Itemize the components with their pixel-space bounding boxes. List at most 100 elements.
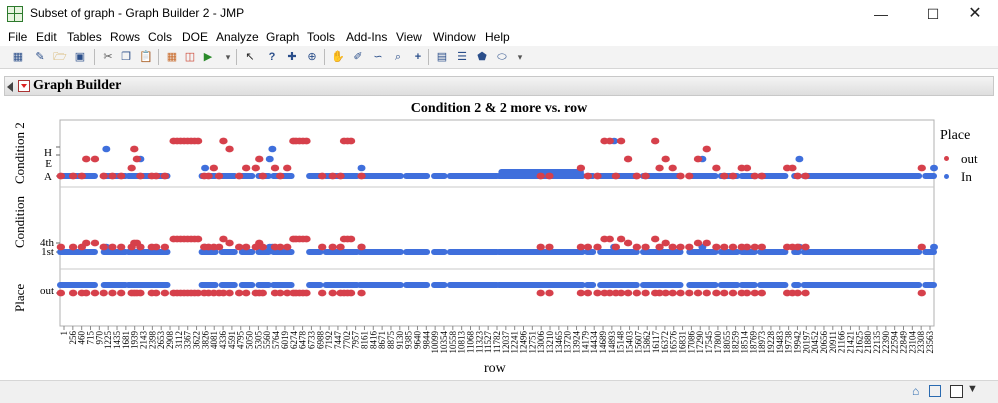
out-point [793, 243, 802, 251]
menu-file[interactable]: File [8, 30, 28, 44]
menu-window[interactable]: Window [433, 30, 476, 44]
crosshair-tool-icon[interactable]: + [414, 51, 422, 63]
open-icon[interactable]: 🗁 [53, 51, 67, 63]
toolbar-overflow-2-icon[interactable]: ▾ [517, 52, 523, 62]
x-tick-label: 12241 [510, 331, 520, 354]
disclosure-triangle-icon[interactable] [7, 82, 13, 92]
x-tick-label: 18514 [739, 331, 749, 354]
out-point [685, 172, 694, 180]
selection-lasso-icon[interactable]: ∽ [373, 51, 383, 63]
out-point [82, 289, 91, 297]
menu-edit[interactable]: Edit [36, 30, 57, 44]
data-table-icon[interactable]: ▦ [166, 51, 178, 63]
out-point [728, 243, 738, 251]
out-point [693, 239, 703, 247]
out-point [583, 289, 593, 297]
out-point [116, 289, 126, 297]
maximize-icon[interactable]: ☐ [926, 6, 940, 22]
out-point [611, 243, 621, 251]
out-point [650, 235, 660, 243]
x-tick-label: 12751 [527, 331, 537, 354]
out-point [251, 164, 260, 172]
x-tick-label: 22135 [872, 331, 882, 354]
new-script-icon[interactable]: ✎ [35, 51, 45, 63]
report-icon[interactable]: ◫ [184, 51, 196, 63]
copy-icon[interactable]: ❐ [121, 51, 131, 63]
hand-tool-icon[interactable]: ✋ [331, 51, 345, 63]
x-tick-label: 4336 [218, 331, 228, 350]
paste-icon[interactable]: 📋 [139, 51, 153, 63]
x-tick-label: 6274 [289, 331, 299, 350]
window-list-icon[interactable] [929, 385, 941, 397]
out-point [346, 137, 356, 145]
cut-icon[interactable]: ✂ [103, 51, 113, 63]
magnifier-tool-icon[interactable]: ⌕ [394, 51, 402, 63]
out-point [623, 289, 633, 297]
outline-title: Graph Builder [33, 78, 122, 93]
grabber-tool-icon[interactable]: ✚ [287, 51, 297, 63]
menu-add-ins[interactable]: Add-Ins [346, 30, 388, 44]
menu-rows[interactable]: Rows [110, 30, 141, 44]
y-tick-label: out [39, 285, 54, 297]
graph-builder-outline: Graph Builder [4, 76, 994, 96]
polygon-tool-icon[interactable]: ⬟ [477, 51, 487, 63]
out-point [593, 172, 602, 180]
menu-help[interactable]: Help [485, 30, 510, 44]
out-point [685, 243, 694, 251]
menu-doe[interactable]: DOE [182, 30, 209, 44]
x-tick-label: 14434 [589, 331, 599, 354]
out-point [793, 172, 802, 180]
out-point [130, 145, 139, 153]
help-tool-icon[interactable]: ? [268, 51, 276, 63]
out-point [720, 289, 729, 297]
x-tick-label: 5560 [262, 331, 272, 350]
annotate-tool-icon[interactable]: ▤ [436, 51, 448, 63]
toolbar-overflow-1-icon[interactable]: ▾ [225, 52, 231, 62]
out-point [116, 243, 126, 251]
x-tick-label: 22390 [881, 331, 891, 354]
out-point [357, 289, 366, 297]
x-tick-label: 7447 [333, 331, 343, 350]
x-tick-label: 18055 [722, 331, 732, 354]
arrow-tool-icon[interactable]: ↖ [245, 51, 255, 63]
x-tick-label: 9640 [412, 331, 422, 350]
menu-tables[interactable]: Tables [67, 30, 102, 44]
out-point [276, 172, 285, 180]
x-tick-label: 2908 [165, 331, 175, 350]
in-point [795, 155, 804, 163]
out-point [693, 289, 703, 297]
out-point [258, 172, 267, 180]
menu-bar: File Edit Tables Rows Cols DOE Analyze G… [0, 28, 998, 46]
x-tick-label: 20452 [810, 331, 820, 354]
out-point [632, 243, 642, 251]
out-point [276, 243, 285, 251]
home-icon[interactable]: ⌂ [912, 384, 920, 398]
out-point [593, 243, 602, 251]
close-icon[interactable]: ✕ [968, 5, 982, 22]
menu-graph[interactable]: Graph [266, 30, 300, 44]
run-script-icon[interactable]: ▶ [203, 51, 213, 63]
line-tool-icon[interactable]: ☰ [457, 51, 467, 63]
minimize-icon[interactable]: — [874, 6, 888, 22]
brush-tool-icon[interactable]: ⊕ [307, 51, 317, 63]
menu-cols[interactable]: Cols [148, 30, 173, 44]
new-data-table-icon[interactable]: ▦ [12, 51, 24, 63]
save-icon[interactable]: ▣ [74, 51, 86, 63]
out-point [632, 289, 642, 297]
x-tick-label: 13720 [563, 331, 573, 354]
lasso-tool-icon[interactable]: ✐ [353, 51, 363, 63]
menu-analyze[interactable]: Analyze [216, 30, 259, 44]
layout-square-icon[interactable] [950, 385, 963, 398]
out-point [241, 243, 251, 251]
x-tick-label: 3622 [192, 331, 202, 349]
chart-title: Condition 2 & 2 more vs. row [410, 101, 588, 116]
red-triangle-menu-icon[interactable] [18, 80, 30, 92]
status-dropdown-icon[interactable]: ▼ [967, 383, 978, 395]
out-point [616, 235, 626, 243]
menu-tools[interactable]: Tools [307, 30, 336, 44]
out-point [56, 243, 66, 251]
simple-shape-tool-icon[interactable]: ⬭ [497, 51, 507, 63]
menu-view[interactable]: View [396, 30, 422, 44]
x-tick-label: 23308 [916, 331, 926, 354]
x-tick-label: 16117 [651, 331, 661, 354]
